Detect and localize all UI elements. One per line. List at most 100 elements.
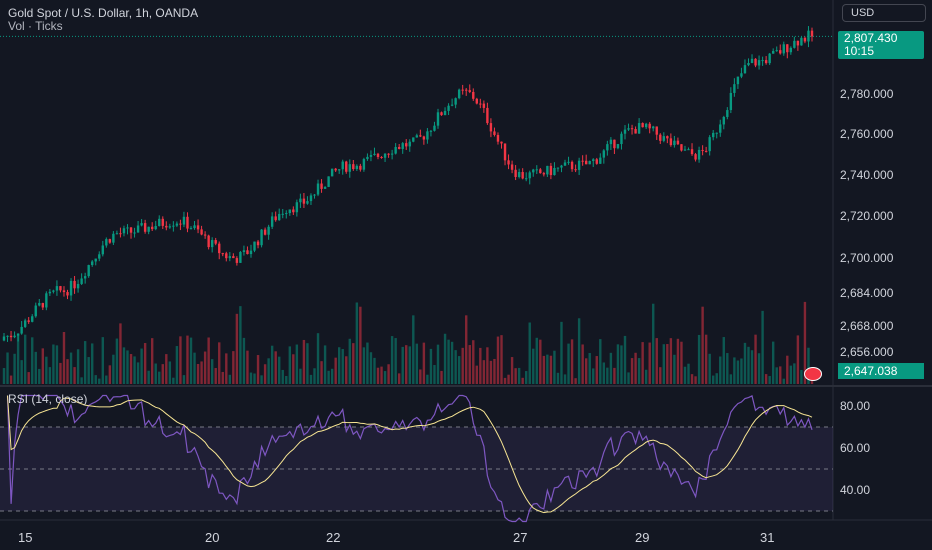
candle-body — [165, 225, 168, 228]
candle-body — [285, 213, 288, 215]
volume-bar — [161, 364, 164, 384]
candle-body — [101, 245, 104, 255]
price-tick-label: 2,656.000 — [840, 345, 894, 359]
currency-button[interactable]: USD — [842, 4, 926, 22]
time-tick-label: 31 — [760, 530, 775, 545]
volume-bar — [771, 341, 775, 384]
candle-body — [680, 144, 683, 151]
candle-body — [669, 138, 673, 146]
candle-body — [48, 291, 52, 294]
candle-body — [510, 164, 514, 170]
candle-body — [13, 335, 16, 338]
volume-bar — [736, 360, 740, 384]
candle-body — [16, 333, 20, 336]
candle-body — [23, 320, 27, 327]
volume-bar — [680, 341, 683, 384]
volume-bar — [203, 351, 207, 384]
candle-body — [327, 176, 330, 187]
volume-bar — [292, 354, 295, 384]
candle-body — [249, 250, 253, 255]
candle-body — [397, 146, 401, 149]
volume-bar — [387, 364, 390, 384]
volume-bar — [609, 352, 613, 384]
candle-body — [27, 320, 30, 322]
rsi-tick-label: 80.00 — [840, 399, 871, 413]
volume-bar — [376, 367, 380, 384]
volume-bar — [412, 315, 415, 384]
volume-bar — [687, 363, 690, 384]
volume-bar — [743, 342, 747, 384]
candle-body — [232, 256, 235, 259]
candle-body — [422, 136, 426, 140]
volume-bar — [34, 351, 37, 384]
volume-bar — [496, 336, 500, 384]
volume-legend[interactable]: Vol · Ticks — [8, 19, 63, 33]
volume-bar — [38, 368, 41, 384]
volume-bar — [563, 374, 567, 384]
candle-body — [38, 303, 41, 306]
volume-bar — [362, 347, 366, 384]
time-tick-label: 20 — [205, 530, 220, 545]
candle-body — [31, 316, 34, 322]
volume-bar — [673, 354, 676, 384]
candle-body — [62, 290, 66, 293]
volume-bar — [323, 345, 327, 384]
candle-body — [810, 30, 814, 37]
rsi-legend[interactable]: RSI (14, close) — [8, 392, 88, 406]
candle-body — [175, 223, 179, 226]
candle-body — [563, 162, 567, 166]
candle-body — [556, 167, 560, 169]
candle-body — [683, 149, 687, 151]
volume-bar — [359, 306, 362, 384]
symbol-legend[interactable]: Gold Spot / U.S. Dollar, 1h, OANDA — [8, 6, 199, 20]
candle-body — [218, 243, 221, 254]
volume-bar — [27, 372, 30, 384]
candle-body — [595, 159, 598, 164]
candle-body — [641, 123, 644, 128]
candle-body — [659, 134, 662, 141]
volume-bar — [158, 371, 161, 384]
candle-body — [687, 149, 690, 151]
volume-bar — [553, 350, 556, 384]
candle-body — [136, 225, 140, 233]
volume-bar — [242, 337, 246, 384]
volume-bar — [616, 344, 620, 384]
volume-bar — [221, 371, 224, 384]
candle-body — [270, 216, 274, 227]
candle-body — [133, 232, 136, 234]
candle-body — [782, 44, 785, 54]
volume-bar — [327, 370, 330, 384]
volume-bar — [196, 363, 200, 384]
candle-body — [528, 172, 531, 179]
candle-body — [41, 303, 45, 308]
volume-bar — [662, 344, 666, 384]
volume-bar — [803, 301, 807, 384]
volume-bar — [94, 375, 97, 384]
candle-body — [549, 165, 553, 176]
bar-countdown: 10:15 — [844, 44, 875, 58]
volume-bar — [659, 367, 662, 384]
volume-bar — [200, 361, 203, 384]
candle-body — [278, 213, 281, 221]
volume-bar — [472, 340, 475, 384]
volume-bar — [623, 335, 627, 384]
candle-body — [627, 128, 630, 130]
us-flag-icon[interactable] — [804, 367, 822, 381]
candle-body — [91, 261, 94, 266]
candle-body — [140, 223, 143, 226]
volume-bar — [793, 363, 796, 384]
volume-bar — [782, 378, 785, 384]
volume-bar — [549, 355, 553, 384]
candle-body — [66, 292, 69, 296]
volume-bar — [189, 337, 193, 384]
candle-body — [260, 229, 263, 246]
candle-body — [704, 150, 708, 152]
candle-body — [355, 165, 359, 170]
volume-bar — [750, 350, 754, 384]
volume-bar — [281, 369, 284, 384]
candle-body — [521, 172, 524, 179]
volume-bar — [2, 368, 6, 384]
volume-price-badge: 2,647.038 — [838, 363, 924, 379]
volume-bar — [560, 321, 563, 384]
